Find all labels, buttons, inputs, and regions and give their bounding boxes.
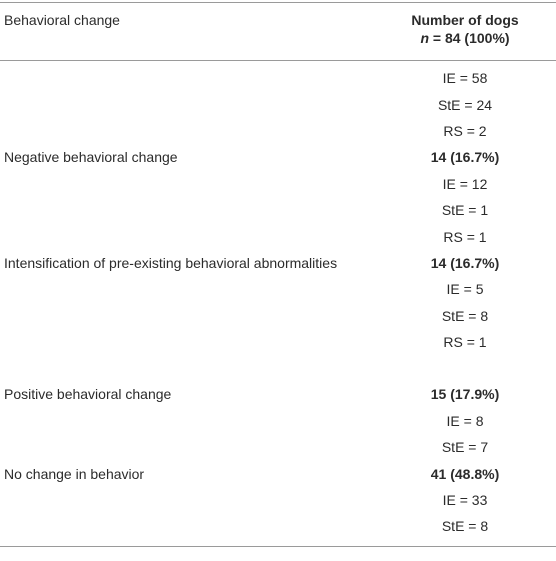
row-total: 41 (48.8%) — [430, 465, 500, 482]
column-header: Behavioral change — [0, 2, 370, 61]
table-row: Positive behavioral change 15 (17.9%) — [0, 355, 556, 407]
empty-cell — [0, 197, 370, 223]
row-breakdown: RS = 1 — [443, 334, 487, 351]
table-row: RS = 1 — [0, 223, 556, 249]
row-breakdown: StE = 24 — [437, 96, 493, 113]
table-row: StE = 24 — [0, 91, 556, 117]
row-breakdown: IE = 8 — [446, 412, 484, 429]
table-row: IE = 58 — [0, 61, 556, 92]
header-subtitle: n = 84 (100%) — [374, 29, 556, 47]
table-body: IE = 58 StE = 24 RS = 2 Negative behavioral… — [0, 61, 556, 547]
empty-cell — [0, 303, 370, 329]
empty-cell — [0, 223, 370, 249]
table-row: IE = 33 — [0, 487, 556, 513]
row-breakdown: StE = 8 — [441, 518, 489, 535]
empty-cell — [0, 276, 370, 302]
row-breakdown: IE = 33 — [442, 492, 488, 509]
header-total: = 84 (100%) — [432, 30, 510, 46]
header-row: Behavioral change Number of dogs n = 84 … — [0, 2, 556, 61]
row-breakdown: StE = 7 — [441, 439, 489, 456]
row-breakdown: RS = 2 — [443, 122, 487, 139]
table-row: StE = 1 — [0, 197, 556, 223]
row-breakdown: IE = 5 — [446, 281, 484, 298]
row-label: No change in behavior — [4, 465, 145, 482]
row-breakdown: StE = 8 — [441, 307, 489, 324]
row-breakdown: StE = 1 — [441, 202, 489, 219]
table-row: IE = 12 — [0, 171, 556, 197]
column-header: Number of dogs n = 84 (100%) — [370, 2, 556, 61]
row-breakdown: IE = 12 — [442, 175, 488, 192]
empty-cell — [0, 171, 370, 197]
table-row: No change in behavior 41 (48.8%) — [0, 460, 556, 486]
empty-cell — [0, 91, 370, 117]
row-total: 14 (16.7%) — [430, 254, 500, 271]
table-row: RS = 1 — [0, 329, 556, 355]
table-row: Negative behavioral change 14 (16.7%) — [0, 144, 556, 170]
row-label: Negative behavioral change — [4, 149, 178, 166]
table-row: StE = 7 — [0, 434, 556, 460]
empty-cell — [0, 329, 370, 355]
table-row: Intensification of pre-existing behavior… — [0, 250, 556, 276]
empty-cell — [0, 408, 370, 434]
empty-cell — [0, 434, 370, 460]
row-label: Positive behavioral change — [4, 386, 172, 403]
empty-cell — [0, 487, 370, 513]
data-table: Behavioral change Number of dogs n = 84 … — [0, 2, 556, 547]
row-total: 14 (16.7%) — [430, 149, 500, 166]
table-row: RS = 2 — [0, 118, 556, 144]
row-total: 15 (17.9%) — [430, 386, 500, 403]
table-row: IE = 8 — [0, 408, 556, 434]
table-row: StE = 8 — [0, 303, 556, 329]
empty-cell — [0, 61, 370, 92]
header-n: n — [420, 30, 429, 46]
table-row: StE = 8 — [0, 513, 556, 546]
row-breakdown: RS = 1 — [443, 228, 487, 245]
row-label: Intensification of pre-existing behavior… — [4, 254, 338, 271]
empty-cell — [0, 118, 370, 144]
table-row: IE = 5 — [0, 276, 556, 302]
row-breakdown: IE = 58 — [442, 70, 488, 87]
header-title: Number of dogs — [411, 12, 519, 28]
empty-cell — [0, 513, 370, 546]
